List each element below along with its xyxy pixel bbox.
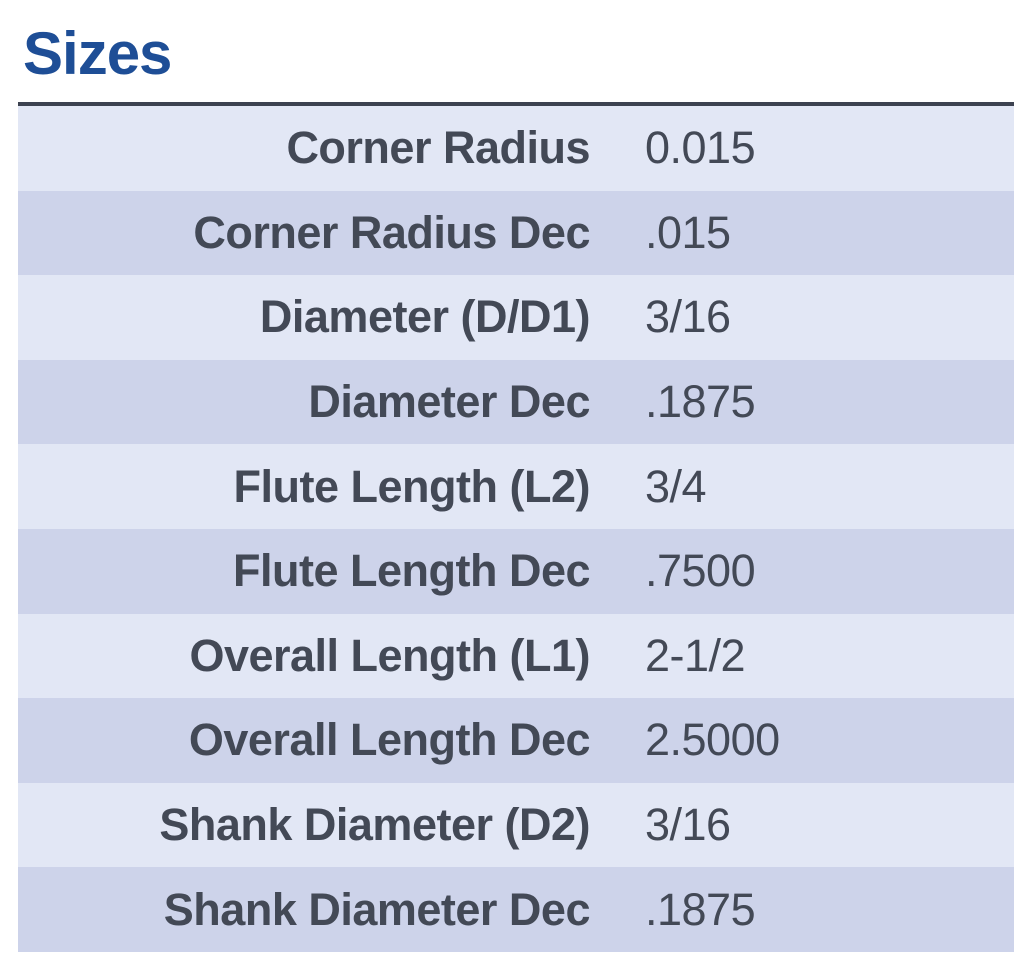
spec-label: Overall Length (L1) [189, 629, 590, 681]
table-row: Shank Diameter (D2) 3/16 [18, 782, 1014, 868]
spec-value: 2.5000 [645, 714, 780, 766]
table-row: Flute Length Dec .7500 [18, 528, 1014, 614]
spec-label: Diameter (D/D1) [259, 291, 591, 343]
spec-value: .015 [645, 206, 731, 258]
spec-value: .1875 [645, 376, 756, 428]
spec-value: 2-1/2 [645, 629, 746, 681]
table-row: Corner Radius 0.015 [18, 106, 1014, 191]
spec-value: .1875 [645, 883, 756, 935]
table-row: Overall Length Dec 2.5000 [18, 698, 1014, 783]
sizes-table: Corner Radius 0.015 Corner Radius Dec .0… [18, 106, 1014, 952]
table-row: Diameter (D/D1) 3/16 [18, 275, 1014, 360]
spec-label: Corner Radius Dec [193, 206, 590, 258]
table-row: Diameter Dec .1875 [18, 359, 1014, 445]
spec-value: 0.015 [645, 122, 756, 174]
spec-value: 3/16 [645, 799, 731, 851]
page-title: Sizes [23, 20, 172, 87]
spec-label: Flute Length Dec [232, 545, 591, 597]
spec-label: Overall Length Dec [188, 714, 591, 766]
table-row: Shank Diameter Dec .1875 [18, 867, 1014, 952]
spec-value: 3/4 [645, 460, 707, 512]
sizes-header: Sizes [0, 0, 1024, 102]
table-row: Flute Length (L2) 3/4 [18, 444, 1014, 529]
spec-value: 3/16 [645, 291, 731, 343]
table-row: Overall Length (L1) 2-1/2 [18, 613, 1014, 699]
spec-label: Corner Radius [286, 122, 590, 174]
spec-label: Diameter Dec [308, 376, 590, 428]
spec-label: Flute Length (L2) [233, 460, 591, 512]
spec-label: Shank Diameter (D2) [159, 799, 590, 851]
header-divider [18, 102, 1014, 106]
table-row: Corner Radius Dec .015 [18, 190, 1014, 276]
spec-label: Shank Diameter Dec [163, 883, 591, 935]
spec-value: .7500 [645, 545, 756, 597]
